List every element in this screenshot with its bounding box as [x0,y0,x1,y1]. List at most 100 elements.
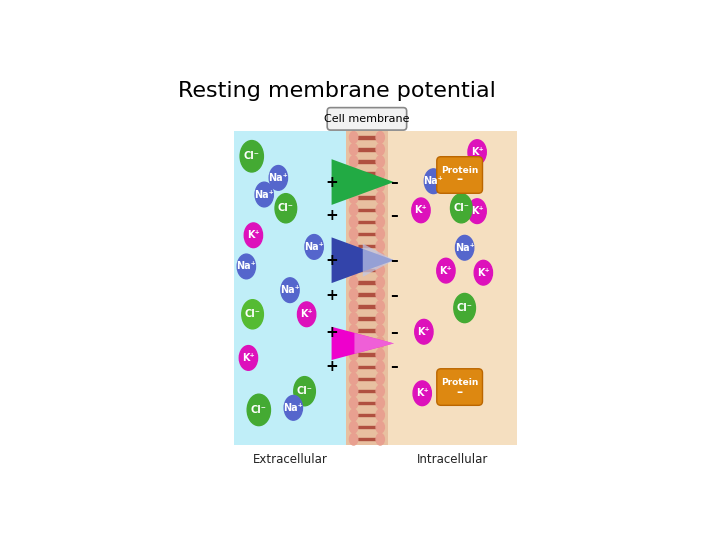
Text: –: – [456,173,463,186]
Text: –: – [456,386,463,399]
FancyBboxPatch shape [437,157,482,193]
Ellipse shape [269,166,287,190]
Ellipse shape [349,228,358,240]
Text: Cl⁻: Cl⁻ [297,386,312,396]
Ellipse shape [376,361,384,373]
Ellipse shape [349,301,358,312]
Text: +: + [325,253,338,268]
Ellipse shape [349,349,358,361]
Ellipse shape [376,301,384,312]
Text: K⁺: K⁺ [242,353,255,363]
Ellipse shape [376,132,384,143]
Text: +: + [325,359,338,374]
Text: Cl⁻: Cl⁻ [454,203,469,213]
Ellipse shape [376,385,384,397]
Bar [358,221,376,223]
Ellipse shape [305,234,323,259]
Ellipse shape [349,168,358,179]
Ellipse shape [376,421,384,433]
Text: Na⁺: Na⁺ [304,242,324,252]
Ellipse shape [239,346,258,370]
Ellipse shape [376,180,384,192]
Text: Cl⁻: Cl⁻ [245,309,261,319]
Bar [358,438,376,441]
Ellipse shape [424,169,443,193]
Ellipse shape [412,198,430,222]
Ellipse shape [349,385,358,397]
Text: Cl⁻: Cl⁻ [251,405,266,415]
Ellipse shape [349,421,358,433]
Bar [358,197,376,199]
Text: +: + [325,288,338,303]
Ellipse shape [415,319,433,344]
FancyBboxPatch shape [327,107,407,130]
Text: Cl⁻: Cl⁻ [278,203,294,213]
Ellipse shape [376,397,384,409]
Bar [358,341,376,344]
Ellipse shape [454,293,475,322]
Ellipse shape [349,216,358,228]
Bar [358,269,376,272]
Ellipse shape [284,395,302,420]
Text: +: + [325,174,338,190]
Text: –: – [390,359,398,374]
Ellipse shape [474,260,492,285]
Bar [358,257,376,259]
Text: K⁺: K⁺ [300,309,313,319]
Polygon shape [354,333,394,354]
Text: –: – [390,208,398,223]
Text: Na⁺: Na⁺ [284,403,303,413]
Text: –: – [390,253,398,268]
Ellipse shape [349,156,358,167]
Text: Cl⁻: Cl⁻ [244,151,260,161]
Ellipse shape [281,278,299,302]
Ellipse shape [376,434,384,445]
Bar [358,305,376,308]
Bar [387,131,517,446]
Ellipse shape [376,228,384,240]
Ellipse shape [244,223,263,248]
Bar [358,426,376,428]
Text: –: – [390,174,398,190]
Ellipse shape [349,325,358,336]
Bar [358,233,376,235]
Ellipse shape [349,337,358,348]
Text: Protein: Protein [441,379,478,387]
Ellipse shape [237,254,256,279]
FancyBboxPatch shape [437,369,482,406]
Bar [358,317,376,320]
Text: Na⁺: Na⁺ [269,173,288,183]
Bar [346,131,387,446]
Ellipse shape [413,381,431,406]
Ellipse shape [376,313,384,325]
Ellipse shape [376,216,384,228]
Ellipse shape [349,240,358,252]
Ellipse shape [349,313,358,325]
Ellipse shape [349,265,358,276]
Ellipse shape [349,373,358,384]
Ellipse shape [376,204,384,215]
Bar [234,131,346,446]
Text: Protein: Protein [441,166,478,176]
Bar [358,245,376,247]
Ellipse shape [240,140,264,172]
Ellipse shape [451,194,472,223]
Ellipse shape [294,376,315,406]
Ellipse shape [349,409,358,421]
Ellipse shape [247,394,271,426]
Polygon shape [332,238,394,283]
Text: Resting membrane potential: Resting membrane potential [178,82,495,102]
Text: Cl⁻: Cl⁻ [456,303,472,313]
Bar [358,160,376,163]
Ellipse shape [376,373,384,384]
Bar [358,414,376,416]
Polygon shape [332,327,394,360]
Bar [358,293,376,295]
Ellipse shape [297,302,316,327]
Text: +: + [325,208,338,223]
Ellipse shape [376,240,384,252]
Ellipse shape [349,397,358,409]
Ellipse shape [349,288,358,300]
Bar [358,329,376,332]
Ellipse shape [376,337,384,348]
